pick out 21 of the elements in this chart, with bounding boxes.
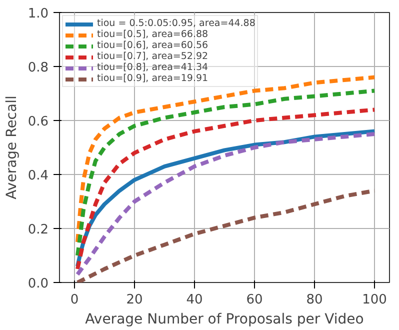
y-tick-label: 1.0 — [28, 6, 49, 22]
legend-label: tiou=[0.5], area=66.88 — [97, 29, 208, 40]
x-tick-label: 100 — [362, 292, 387, 308]
y-tick-label: 0.4 — [28, 168, 49, 184]
y-tick-label: 0.6 — [28, 114, 49, 130]
legend-label: tiou=[0.6], area=60.56 — [97, 40, 208, 51]
x-tick-label: 0 — [70, 292, 79, 308]
y-tick-label: 0.8 — [28, 60, 49, 76]
x-tick-label: 60 — [246, 292, 263, 308]
line-series — [76, 188, 376, 282]
x-tick-label: 80 — [306, 292, 323, 308]
legend-label: tiou=[0.8], area=41.34 — [97, 62, 208, 73]
legend-label: tiou=[0.7], area=52.92 — [97, 51, 208, 62]
legend-label: tiou=[0.9], area=19.91 — [97, 73, 208, 84]
x-axis-title: Average Number of Proposals per Video — [85, 312, 364, 328]
y-axis-title: Average Recall — [4, 96, 20, 200]
y-tick-label: 0.2 — [28, 222, 49, 238]
legend-label: tiou = 0.5:0.05:0.95, area=44.88 — [97, 18, 256, 29]
x-tick-label: 20 — [126, 292, 143, 308]
x-tick-label: 40 — [186, 292, 203, 308]
y-tick-label: 0.0 — [28, 276, 49, 292]
